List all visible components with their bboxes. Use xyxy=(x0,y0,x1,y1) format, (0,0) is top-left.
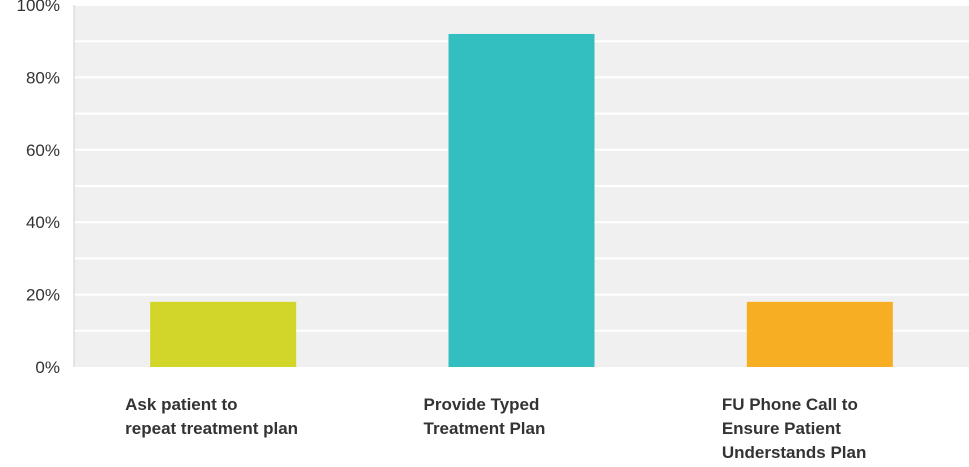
bar xyxy=(746,301,893,367)
y-tick-label: 80% xyxy=(26,68,60,87)
y-tick-labels: 0% 20% 40% 60% 80% 100% xyxy=(17,0,60,377)
y-tick-label: 20% xyxy=(26,286,60,305)
bar xyxy=(448,33,595,368)
y-tick-label: 60% xyxy=(26,141,60,160)
y-tick-label: 40% xyxy=(26,213,60,232)
y-tick-label: 100% xyxy=(17,0,60,15)
y-tick-label: 0% xyxy=(35,358,60,377)
bars-group xyxy=(150,33,893,368)
x-category-labels: Ask patient to repeat treatment plan Provi… xyxy=(125,395,866,462)
x-category-label: Provide Typed Treatment Plan xyxy=(424,395,546,438)
x-category-label: FU Phone Call to Ensure Patient Understand… xyxy=(722,395,867,462)
x-category-label: Ask patient to repeat treatment plan xyxy=(125,395,298,438)
bar xyxy=(150,301,297,367)
